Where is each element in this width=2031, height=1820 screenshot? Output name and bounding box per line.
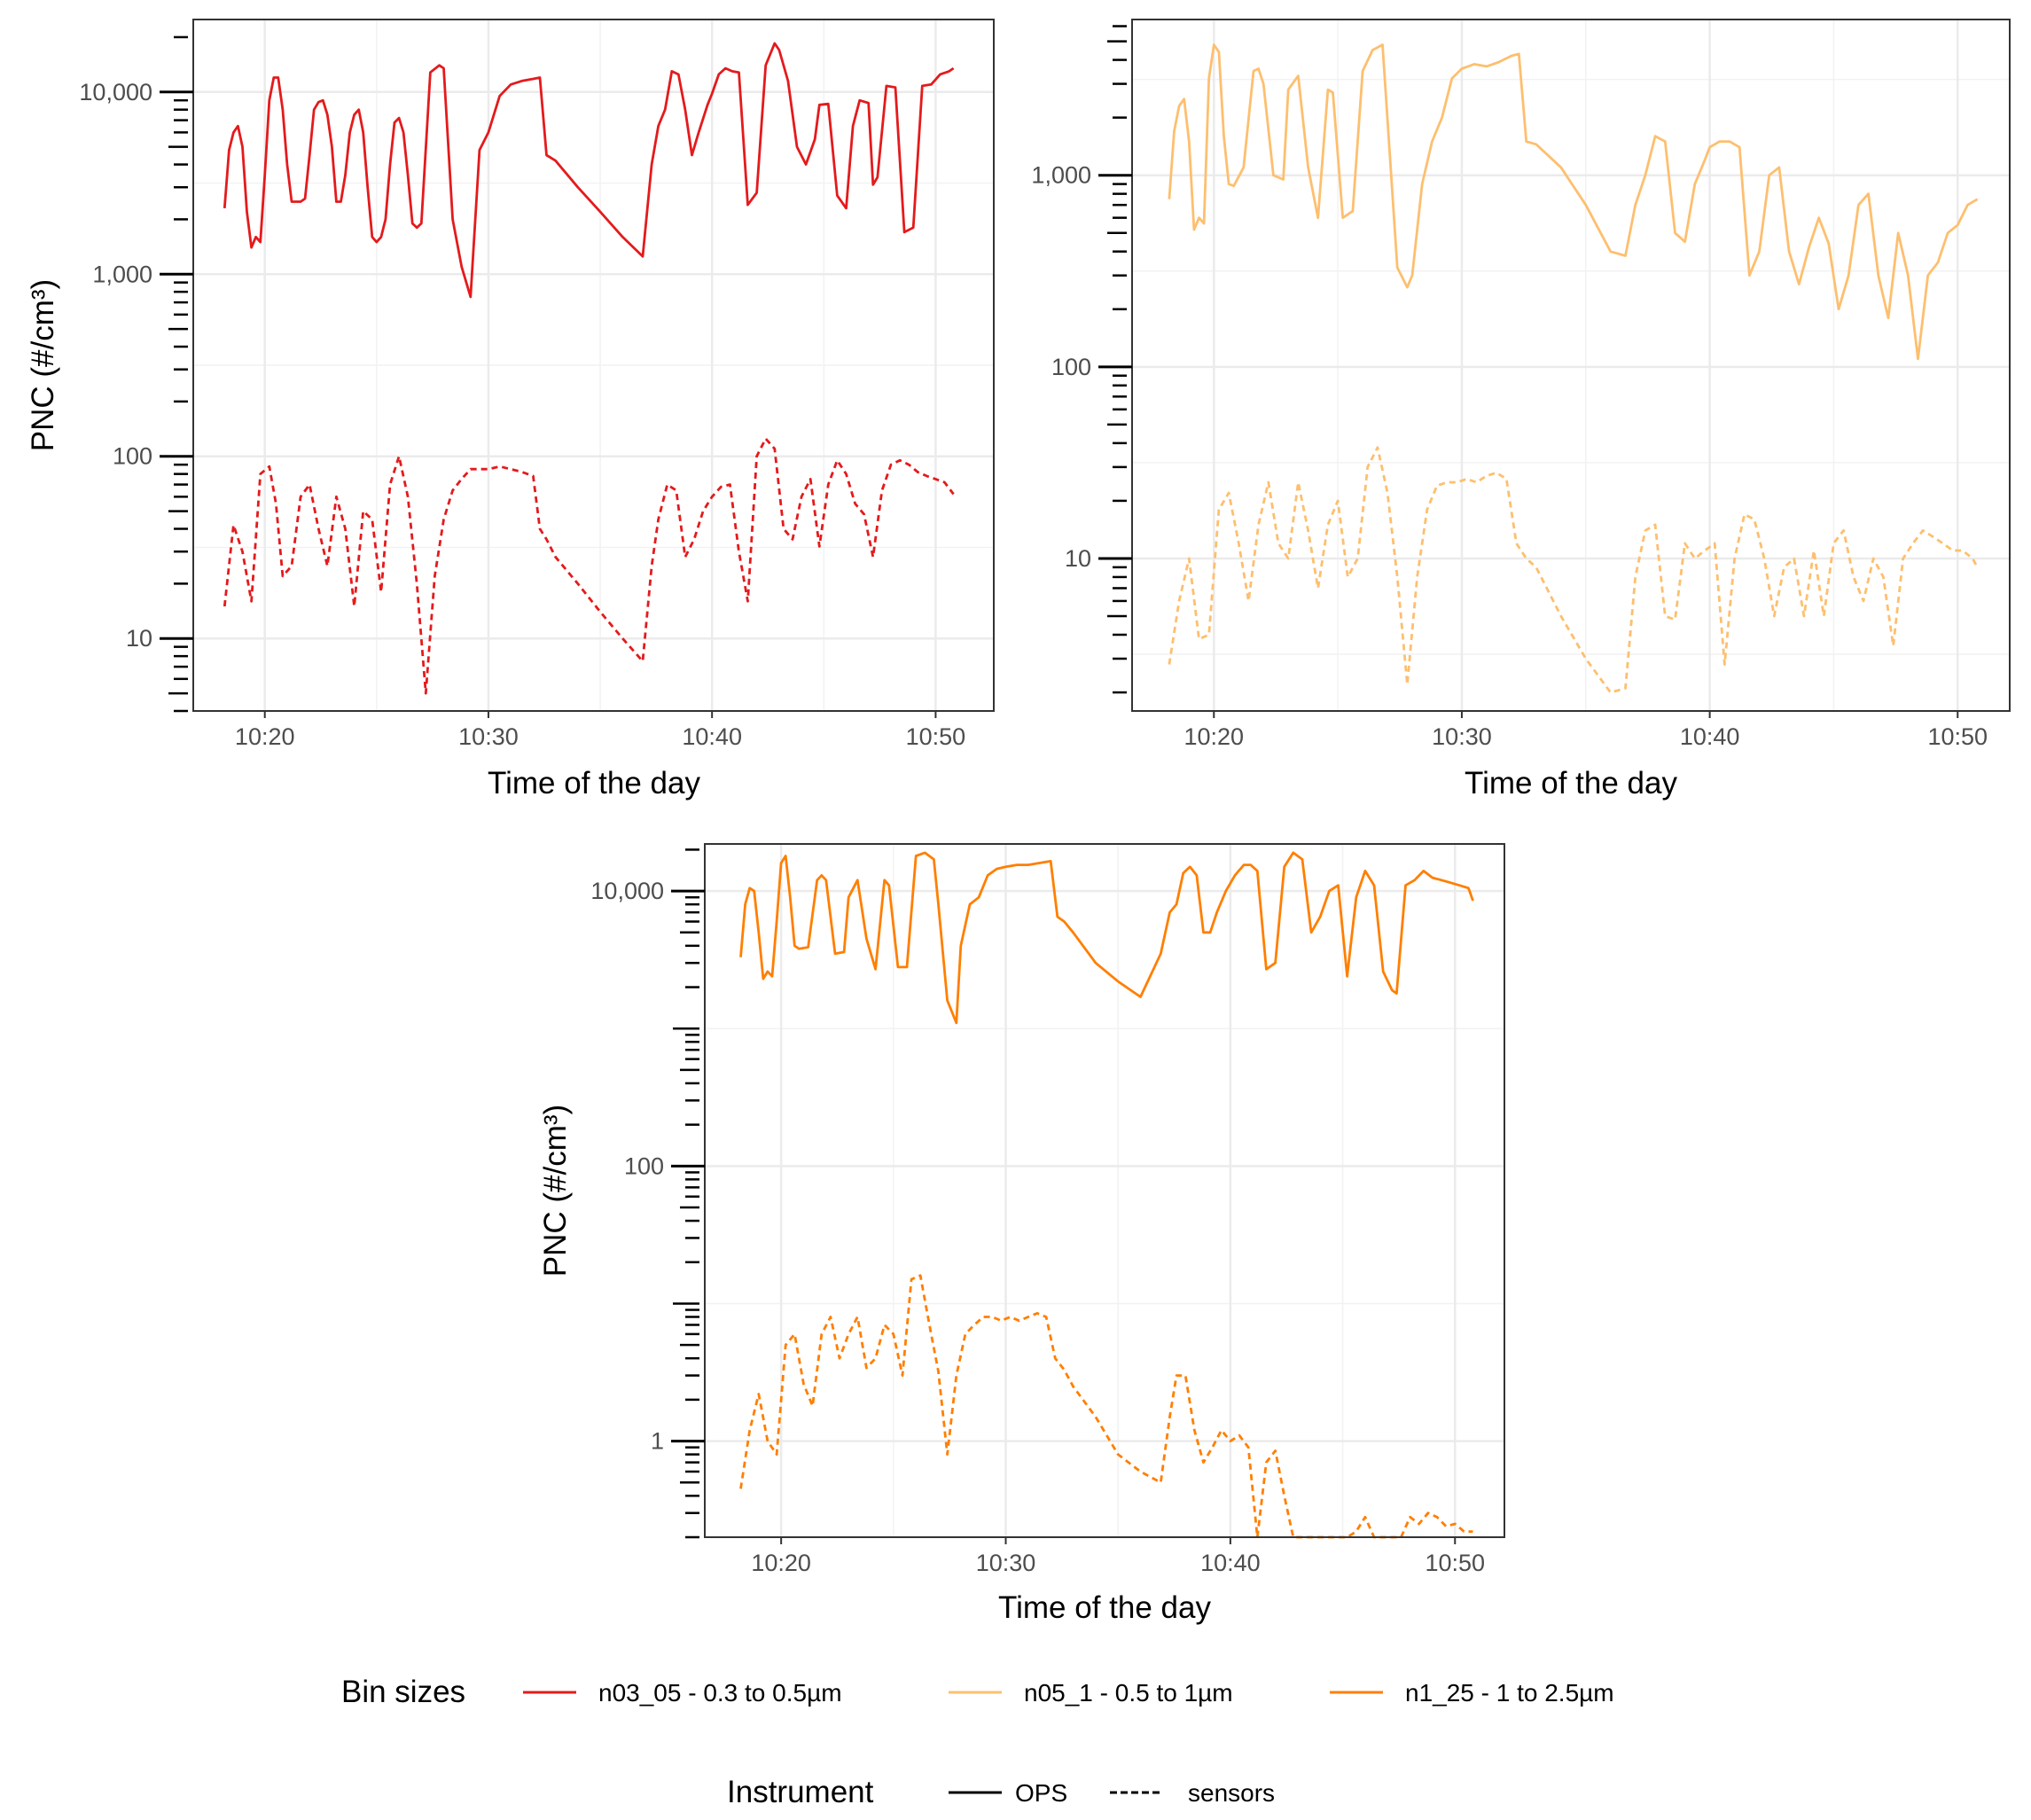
legend-label-ops: OPS (1015, 1779, 1067, 1807)
y-axis: 10 100 1,000 (1031, 25, 1132, 694)
panel-frame (192, 19, 995, 712)
y-tick-label: 100 (1051, 354, 1091, 380)
series-line-ops (739, 851, 1474, 1025)
series-line-ops (1168, 43, 1979, 361)
x-tick-label: 10:20 (751, 1550, 811, 1576)
panel-n1-25: 1 100 10,000 10:20 10:30 10:40 10:50 Time of … (538, 843, 1505, 1625)
x-tick-label: 10:40 (1200, 1550, 1261, 1576)
x-tick-label: 10:40 (1680, 723, 1740, 750)
y-axis-title: PNC (#/cm³) (26, 279, 60, 451)
x-tick-label: 10:50 (1927, 723, 1988, 750)
x-tick-label: 10:30 (976, 1550, 1036, 1576)
legend-label-n1-25: n1_25 - 1 to 2.5µm (1405, 1679, 1614, 1707)
y-tick-label: 1,000 (1031, 162, 1091, 189)
y-tick-label: 10,000 (79, 79, 152, 105)
plot-area (705, 844, 1504, 1537)
x-tick-label: 10:50 (906, 723, 966, 750)
panel-frame (704, 843, 1505, 1538)
y-tick-label: 100 (113, 443, 152, 470)
panel-frame (1131, 19, 2011, 712)
data-lines (739, 851, 1474, 1539)
x-axis: 10:20 10:30 10:40 10:50 (751, 1537, 1485, 1576)
y-axis: 1 100 10,000 (590, 848, 705, 1539)
y-tick-label: 10 (126, 625, 152, 652)
x-tick-label: 10:30 (458, 723, 519, 750)
y-axis-title: PNC (#/cm³) (538, 1105, 573, 1277)
x-tick-label: 10:30 (1432, 723, 1492, 750)
y-tick-label: 1 (651, 1428, 664, 1455)
plot-area (1132, 20, 2010, 711)
panel-n03-05: 10 100 1,000 10,000 10:20 10:30 10:40 10:50 Ti… (26, 19, 995, 801)
x-axis-title: Time of the day (1465, 766, 1677, 801)
legend-label-n03-05: n03_05 - 0.3 to 0.5µm (598, 1679, 842, 1707)
legend-bin-sizes: Bin sizes n03_05 - 0.3 to 0.5µm n05_1 - … (341, 1675, 1614, 1709)
series-line-sensors (1168, 446, 1979, 694)
legend-bin-title: Bin sizes (341, 1675, 465, 1709)
legend-label-n05-1: n05_1 - 0.5 to 1µm (1024, 1679, 1233, 1707)
x-tick-label: 10:40 (682, 723, 742, 750)
legend-instrument: Instrument OPS sensors (727, 1775, 1275, 1809)
data-lines (1168, 43, 1979, 694)
x-axis-title: Time of the day (998, 1590, 1211, 1625)
data-lines (223, 42, 955, 695)
panel-n05-1: 10 100 1,000 10:20 10:30 10:40 10:50 Time of … (1031, 19, 2011, 801)
x-axis: 10:20 10:30 10:40 10:50 (235, 711, 965, 750)
y-tick-label: 10 (1065, 545, 1091, 572)
y-tick-label: 10,000 (590, 878, 664, 904)
series-line-sensors (223, 437, 955, 695)
x-tick-label: 10:20 (1183, 723, 1244, 750)
legend-label-sensors: sensors (1188, 1779, 1275, 1807)
y-axis: 10 100 1,000 10,000 (79, 35, 193, 713)
x-axis: 10:20 10:30 10:40 10:50 (1183, 711, 1988, 750)
series-line-ops (223, 42, 955, 299)
x-axis-title: Time of the day (488, 766, 700, 801)
gridlines (705, 844, 1504, 1537)
x-tick-label: 10:50 (1425, 1550, 1485, 1576)
gridlines (1132, 20, 2010, 711)
legend-instrument-title: Instrument (727, 1775, 874, 1809)
series-line-sensors (739, 1274, 1473, 1539)
x-tick-label: 10:20 (235, 723, 295, 750)
y-tick-label: 100 (624, 1152, 664, 1179)
y-tick-label: 1,000 (92, 261, 152, 287)
